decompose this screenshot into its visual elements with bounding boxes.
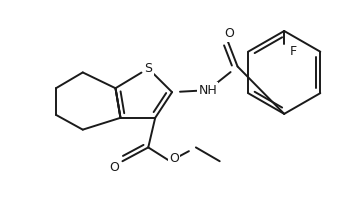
Text: O: O — [225, 27, 235, 40]
Text: O: O — [110, 161, 119, 174]
Text: O: O — [169, 152, 179, 165]
Text: F: F — [290, 45, 297, 58]
Text: S: S — [144, 62, 152, 75]
Text: NH: NH — [198, 84, 217, 97]
